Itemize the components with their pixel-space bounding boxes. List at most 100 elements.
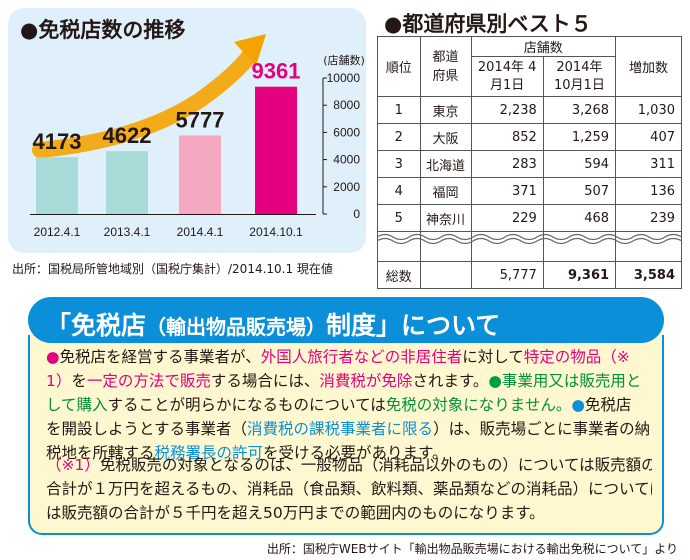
- footnote-paragraph: （※1）免税販売の対象となるのは、一般物品（消耗品以外のもの）については販売額の…: [46, 453, 652, 525]
- text-run: を: [71, 372, 87, 390]
- bullet-green: ●: [488, 372, 502, 390]
- text-run: することが明らかになるものについては: [107, 396, 386, 414]
- stores-oct-cell: 468: [542, 204, 617, 232]
- text-run: されます。: [412, 372, 489, 390]
- x-tick-label: 2014.10.1: [249, 225, 303, 239]
- para-line: 税地を所轄する税務署長の許可を受ける必要があります。: [46, 441, 652, 465]
- text-run: 免税店: [584, 396, 632, 414]
- stores-apr-cell: 371: [470, 177, 544, 205]
- explanation-source: 出所：国税庁WEBサイト「輸出物品販売場における輸出免税について」より: [266, 542, 678, 556]
- bar-value-label: 4173: [33, 129, 82, 154]
- section-title: 「免税店（輸出物品販売場）制度」について: [46, 306, 500, 342]
- y-axis-label: (店舗数): [323, 53, 365, 67]
- bar: [106, 151, 148, 214]
- highlight-blue: 税務署長の許可: [154, 444, 264, 462]
- highlight-green: して購入: [46, 396, 108, 414]
- highlight-green: 免税の対象になりません。: [385, 396, 572, 414]
- increase-cell: 136: [615, 177, 682, 205]
- para-line: して購入することが明らかになるものについては免税の対象になりません。●免税店: [46, 393, 652, 417]
- para-line: ●免税店を経営する事業者が、外国人旅行者などの非居住者に対して特定の物品（※: [46, 345, 652, 369]
- trend-arrow-head: [234, 34, 266, 66]
- highlight-pink: 一定の方法で販売: [86, 372, 211, 390]
- rank-cell: 1: [377, 96, 421, 124]
- chart-title: ●免税店数の推移: [20, 18, 186, 42]
- table-row: 1 東京 2,238 3,268 1,030: [377, 96, 682, 124]
- x-tick-label: 2012.4.1: [34, 225, 81, 239]
- y-tick-label: 8000: [333, 98, 360, 112]
- y-tick-label: 0: [353, 207, 360, 221]
- highlight-pink: 消費税が免除: [319, 372, 413, 390]
- header-prefecture: 都道府県: [419, 36, 472, 97]
- para-line: は販売額の合計が５千円を超え50万円までの範囲内のものになります。: [46, 501, 652, 525]
- header-date2-text: 2014年 10月1日: [554, 59, 605, 93]
- bar: [179, 135, 221, 214]
- trend-arrow-shaft: [32, 47, 258, 158]
- title-paren: （輸出物品販売場）: [146, 315, 327, 339]
- stores-oct-cell: 594: [542, 150, 617, 178]
- highlight-pink: 特定の物品（※: [523, 348, 630, 366]
- bar: [255, 86, 297, 214]
- total-v2: 9,361: [542, 261, 617, 289]
- table-total-row: 総数 5,777 9,361 3,584: [377, 261, 682, 289]
- table-row: 2 大阪 852 1,259 407: [377, 123, 682, 151]
- increase-cell: 1,030: [615, 96, 682, 124]
- total-increase: 3,584: [615, 261, 682, 289]
- y-tick-label: 2000: [333, 180, 360, 194]
- gap-cell: [615, 231, 682, 262]
- footnote-mark: （※1）: [46, 456, 100, 474]
- increase-cell: 239: [615, 204, 682, 232]
- increase-cell: 311: [615, 150, 682, 178]
- highlight-pink: 1）: [46, 372, 72, 390]
- table-row: 3 北海道 283 594 311: [377, 150, 682, 178]
- rank-cell: 4: [377, 177, 421, 205]
- header-increase: 増加数: [615, 36, 682, 97]
- title-end: 制度」について: [326, 311, 501, 340]
- y-tick-label: 4000: [333, 153, 360, 167]
- highlight-blue: 消費税の課税事業者に限る: [247, 420, 434, 438]
- para-line: 合計が１万円を超えるもの、消耗品（食品類、飲料類、薬品類などの消耗品）については: [46, 477, 652, 501]
- ranking-table: 順位 都道府県 店舗数 増加数 2014年 4月1日 2014年 10月1日 1…: [377, 36, 682, 289]
- gap-cell: [419, 231, 472, 262]
- y-tick-label: 6000: [333, 125, 360, 139]
- prefecture-cell: 福岡: [419, 177, 472, 205]
- bar-chart: 0 2000 4000 6000 8000 10000 (店舗数) 4173 2012.4.1 4…: [30, 34, 365, 239]
- stores-apr-cell: 852: [470, 123, 544, 151]
- explanation-paragraph: ●免税店を経営する事業者が、外国人旅行者などの非居住者に対して特定の物品（※ 1…: [46, 345, 652, 465]
- x-tick-label: 2014.4.1: [177, 225, 224, 239]
- table-break-wave: [377, 233, 682, 244]
- total-empty: [419, 261, 472, 289]
- section-header: 「免税店（輸出物品販売場）制度」について: [28, 297, 664, 343]
- para-line: 1）を一定の方法で販売する場合には、消費税が免除されます。●事業用又は販売用と: [46, 369, 652, 393]
- rank-cell: 5: [377, 204, 421, 232]
- stores-oct-cell: 1,259: [542, 123, 617, 151]
- text-run: に対して: [462, 348, 524, 366]
- text-run: を受ける必要があります。: [263, 444, 448, 462]
- para-line: を開設しようとする事業者（消費税の課税事業者に限る）は、販売場ごとに事業者の納: [46, 417, 652, 441]
- rank-cell: 3: [377, 150, 421, 178]
- chart-source: 出所：国税局所管地域別（国税庁集計）/2014.10.1 現在値: [12, 262, 333, 276]
- bar-value-label: 4622: [103, 123, 152, 148]
- table-body: 1 東京 2,238 3,268 1,030 2 大阪 852 1,259 407 3 北海道 283 5…: [377, 96, 682, 232]
- bar-value-label: 5777: [176, 107, 225, 132]
- prefecture-cell: 大阪: [419, 123, 472, 151]
- header-rank: 順位: [377, 36, 421, 97]
- highlight-pink: 外国人旅行者などの非居住者: [260, 348, 463, 366]
- table-row: 5 神奈川 229 468 239: [377, 204, 682, 232]
- stores-oct-cell: 507: [542, 177, 617, 205]
- x-tick-label: 2013.4.1: [104, 225, 151, 239]
- highlight-green: 事業用又は販売用と: [501, 372, 642, 390]
- table-title: ●都道府県別ベスト５: [384, 12, 592, 36]
- text-run: 免税販売の対象となるのは、一般物品（消耗品以外のもの）については販売額の: [99, 456, 652, 474]
- bullet-pink: ●: [46, 348, 60, 366]
- text-run: する場合には、: [210, 372, 320, 390]
- stores-oct-cell: 3,268: [542, 96, 617, 124]
- bar: [36, 157, 78, 214]
- stores-apr-cell: 2,238: [470, 96, 544, 124]
- header-date1: 2014年 4月1日: [470, 56, 544, 97]
- header-date2: 2014年 10月1日: [542, 56, 617, 97]
- bullet-blue: ●: [571, 396, 585, 414]
- text-run: 合計が１万円を超えるもの、消耗品（食品類、飲料類、薬品類などの消耗品）については: [46, 480, 652, 498]
- title-main: 「免税店: [46, 311, 147, 340]
- header-prefecture-text: 都道府県: [432, 49, 459, 84]
- text-run: 税地を所轄する: [46, 444, 155, 462]
